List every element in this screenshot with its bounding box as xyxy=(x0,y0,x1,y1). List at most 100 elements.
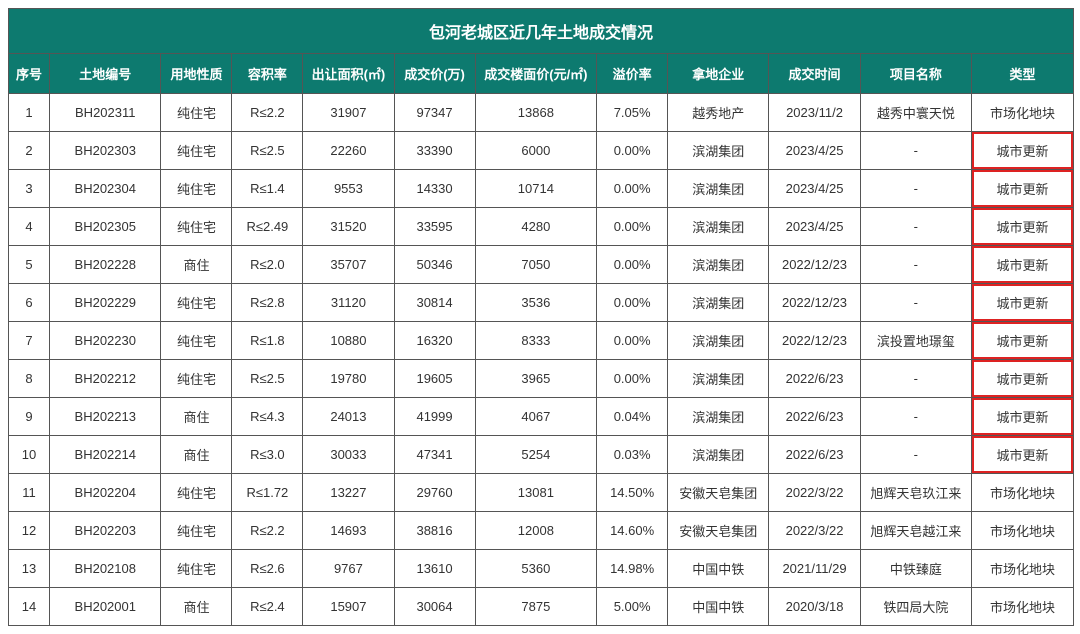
table-cell: BH202305 xyxy=(50,208,161,246)
table-cell: 13227 xyxy=(303,474,394,512)
table-cell: 8333 xyxy=(475,322,597,360)
table-cell: 滨湖集团 xyxy=(668,208,769,246)
table-cell: 4280 xyxy=(475,208,597,246)
table-cell: 31907 xyxy=(303,94,394,132)
table-cell: 6 xyxy=(9,284,50,322)
table-cell: R≤3.0 xyxy=(232,436,303,474)
table-cell: 13868 xyxy=(475,94,597,132)
table-cell: 24013 xyxy=(303,398,394,436)
table-cell: 0.00% xyxy=(597,360,668,398)
table-cell: 3965 xyxy=(475,360,597,398)
table-cell: BH202304 xyxy=(50,170,161,208)
table-cell: R≤2.49 xyxy=(232,208,303,246)
table-cell: 8 xyxy=(9,360,50,398)
table-cell: 33390 xyxy=(394,132,475,170)
table-row: 2BH202303纯住宅R≤2.5222603339060000.00%滨湖集团… xyxy=(9,132,1073,170)
table-cell: 纯住宅 xyxy=(161,550,232,588)
table-cell: 城市更新 xyxy=(972,246,1073,284)
table-cell: 31520 xyxy=(303,208,394,246)
table-cell: 2022/12/23 xyxy=(769,246,860,284)
table-cell: 滨湖集团 xyxy=(668,360,769,398)
table-cell: 滨湖集团 xyxy=(668,284,769,322)
table-cell: 14.98% xyxy=(597,550,668,588)
table-cell: 16320 xyxy=(394,322,475,360)
table-cell: 旭辉天皂玖江来 xyxy=(860,474,971,512)
table-cell: 29760 xyxy=(394,474,475,512)
column-header: 出让面积(㎡) xyxy=(303,54,394,94)
table-cell: 滨投置地璟玺 xyxy=(860,322,971,360)
table-cell: 47341 xyxy=(394,436,475,474)
table-row: 10BH202214商住R≤3.0300334734152540.03%滨湖集团… xyxy=(9,436,1073,474)
column-header: 拿地企业 xyxy=(668,54,769,94)
table-cell: 2 xyxy=(9,132,50,170)
table-cell: 城市更新 xyxy=(972,360,1073,398)
table-cell: - xyxy=(860,170,971,208)
table-cell: 35707 xyxy=(303,246,394,284)
table-cell: 2022/6/23 xyxy=(769,398,860,436)
table-cell: 滨湖集团 xyxy=(668,322,769,360)
table-cell: 安徽天皂集团 xyxy=(668,512,769,550)
table-cell: R≤2.0 xyxy=(232,246,303,284)
table-cell: R≤2.2 xyxy=(232,94,303,132)
table-cell: - xyxy=(860,284,971,322)
table-cell: 纯住宅 xyxy=(161,132,232,170)
table-cell: 13610 xyxy=(394,550,475,588)
table-cell: BH202108 xyxy=(50,550,161,588)
table-cell: 14.50% xyxy=(597,474,668,512)
table-cell: BH202204 xyxy=(50,474,161,512)
table-cell: 5.00% xyxy=(597,588,668,626)
table-cell: 19605 xyxy=(394,360,475,398)
table-cell: R≤1.4 xyxy=(232,170,303,208)
table-cell: 城市更新 xyxy=(972,398,1073,436)
land-transaction-table: 包河老城区近几年土地成交情况 序号土地编号用地性质容积率出让面积(㎡)成交价(万… xyxy=(8,8,1074,626)
table-cell: R≤2.5 xyxy=(232,132,303,170)
table-cell: R≤2.5 xyxy=(232,360,303,398)
table-cell: 商住 xyxy=(161,436,232,474)
table-cell: 1 xyxy=(9,94,50,132)
table-cell: 商住 xyxy=(161,246,232,284)
table-cell: BH202230 xyxy=(50,322,161,360)
header-row: 序号土地编号用地性质容积率出让面积(㎡)成交价(万)成交楼面价(元/㎡)溢价率拿… xyxy=(9,54,1073,94)
table-cell: 商住 xyxy=(161,398,232,436)
table-cell: 市场化地块 xyxy=(972,550,1073,588)
table-cell: 4067 xyxy=(475,398,597,436)
table-cell: 22260 xyxy=(303,132,394,170)
table-cell: BH202001 xyxy=(50,588,161,626)
table-cell: 滨湖集团 xyxy=(668,132,769,170)
table-cell: 2021/11/29 xyxy=(769,550,860,588)
table-row: 4BH202305纯住宅R≤2.49315203359542800.00%滨湖集… xyxy=(9,208,1073,246)
table-row: 11BH202204纯住宅R≤1.7213227297601308114.50%… xyxy=(9,474,1073,512)
data-table: 序号土地编号用地性质容积率出让面积(㎡)成交价(万)成交楼面价(元/㎡)溢价率拿… xyxy=(9,54,1073,625)
table-cell: R≤2.6 xyxy=(232,550,303,588)
table-cell: 12 xyxy=(9,512,50,550)
table-cell: BH202203 xyxy=(50,512,161,550)
table-cell: 30064 xyxy=(394,588,475,626)
table-cell: 41999 xyxy=(394,398,475,436)
table-cell: 5254 xyxy=(475,436,597,474)
table-cell: 13 xyxy=(9,550,50,588)
table-cell: 0.00% xyxy=(597,208,668,246)
table-row: 1BH202311纯住宅R≤2.23190797347138687.05%越秀地… xyxy=(9,94,1073,132)
table-cell: - xyxy=(860,132,971,170)
table-cell: BH202303 xyxy=(50,132,161,170)
table-cell: 2023/11/2 xyxy=(769,94,860,132)
table-cell: R≤4.3 xyxy=(232,398,303,436)
table-cell: 2022/12/23 xyxy=(769,322,860,360)
column-header: 成交时间 xyxy=(769,54,860,94)
table-row: 12BH202203纯住宅R≤2.214693388161200814.60%安… xyxy=(9,512,1073,550)
table-cell: 9553 xyxy=(303,170,394,208)
table-cell: 31120 xyxy=(303,284,394,322)
table-cell: 滨湖集团 xyxy=(668,398,769,436)
table-cell: BH202214 xyxy=(50,436,161,474)
table-cell: 12008 xyxy=(475,512,597,550)
table-cell: - xyxy=(860,360,971,398)
table-cell: 滨湖集团 xyxy=(668,436,769,474)
table-cell: 10714 xyxy=(475,170,597,208)
table-cell: 7875 xyxy=(475,588,597,626)
column-header: 成交价(万) xyxy=(394,54,475,94)
table-cell: 纯住宅 xyxy=(161,474,232,512)
table-cell: - xyxy=(860,246,971,284)
table-cell: 纯住宅 xyxy=(161,512,232,550)
column-header: 溢价率 xyxy=(597,54,668,94)
table-cell: 0.04% xyxy=(597,398,668,436)
